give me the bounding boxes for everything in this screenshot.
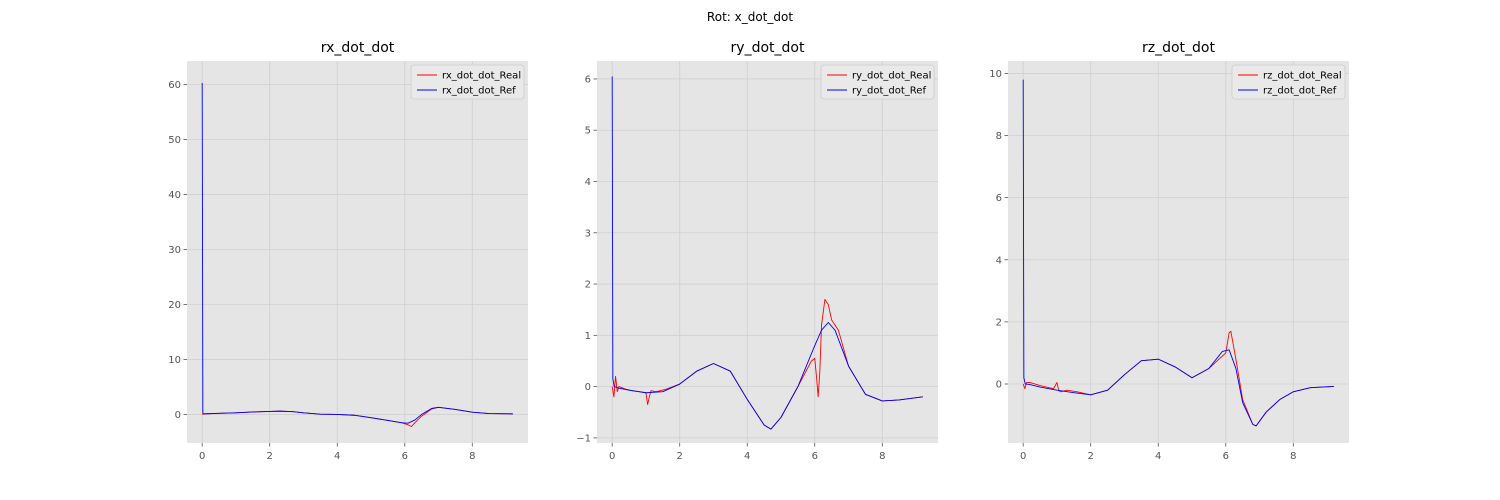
y-tick-label: 6 bbox=[996, 193, 1002, 204]
subplot-title: rx_dot_dot bbox=[321, 40, 395, 56]
y-tick-label: 3 bbox=[585, 228, 591, 239]
plot-area bbox=[1008, 61, 1349, 443]
y-tick-label: 2 bbox=[585, 280, 591, 291]
y-tick-label: 0 bbox=[585, 382, 591, 393]
series-line-ry_dot_dot_Ref bbox=[611, 76, 923, 430]
x-tick-label: 0 bbox=[199, 451, 205, 462]
plot-area bbox=[187, 61, 528, 443]
subplot-title: ry_dot_dot bbox=[731, 40, 805, 56]
y-tick-label: 20 bbox=[168, 300, 181, 311]
series-line-rx_dot_dot_Ref bbox=[201, 82, 513, 424]
x-tick-label: 4 bbox=[334, 451, 340, 462]
y-tick-label: 8 bbox=[996, 131, 1002, 142]
subplot-title: rz_dot_dot bbox=[1142, 40, 1215, 56]
y-tick-label: 6 bbox=[585, 74, 591, 85]
subplot-rx_dot_dot: rx_dot_dot 0 2 4 6 8 0 10 20 30 40 50 60 rx_dot_dot_R… bbox=[168, 40, 528, 462]
x-tick-label: 2 bbox=[677, 451, 683, 462]
x-tick-label: 0 bbox=[609, 451, 615, 462]
y-tick-label: 30 bbox=[168, 245, 181, 256]
legend: ry_dot_dot_Real ry_dot_dot_Ref bbox=[820, 64, 935, 100]
x-tick-label: 0 bbox=[1020, 451, 1026, 462]
plot-area bbox=[597, 61, 938, 443]
x-tick-label: 8 bbox=[469, 451, 475, 462]
x-tick-label: 8 bbox=[1290, 451, 1296, 462]
y-tick-label: 40 bbox=[168, 190, 181, 201]
x-tick-label: 2 bbox=[267, 451, 273, 462]
figure-suptitle: Rot: x_dot_dot bbox=[707, 10, 793, 24]
legend: rx_dot_dot_Real rx_dot_dot_Ref bbox=[410, 64, 525, 100]
y-tick-label: 50 bbox=[168, 135, 181, 146]
x-tick-label: 4 bbox=[744, 451, 750, 462]
legend-label: rx_dot_dot_Real bbox=[442, 71, 521, 82]
legend-label: rz_dot_dot_Real bbox=[1263, 71, 1342, 82]
y-tick-label: 60 bbox=[168, 80, 181, 91]
x-tick-label: 6 bbox=[1223, 451, 1229, 462]
y-tick-label: 10 bbox=[168, 355, 181, 366]
legend: rz_dot_dot_Real rz_dot_dot_Ref bbox=[1231, 64, 1346, 100]
legend-label: ry_dot_dot_Ref bbox=[852, 86, 926, 97]
y-tick-label: 0 bbox=[175, 410, 181, 421]
legend-label: rx_dot_dot_Ref bbox=[442, 86, 516, 97]
y-tick-label: 2 bbox=[996, 317, 1002, 328]
x-tick-label: 2 bbox=[1088, 451, 1094, 462]
y-tick-label: −1 bbox=[576, 433, 591, 444]
x-tick-label: 6 bbox=[812, 451, 818, 462]
x-tick-label: 4 bbox=[1155, 451, 1161, 462]
y-tick-label: 4 bbox=[585, 177, 591, 188]
series-line-rz_dot_dot_Ref bbox=[1022, 79, 1334, 427]
y-tick-label: 4 bbox=[996, 255, 1002, 266]
y-tick-label: 10 bbox=[989, 69, 1002, 80]
legend-box bbox=[1231, 64, 1346, 100]
y-tick-label: 5 bbox=[585, 126, 591, 137]
y-tick-label: 0 bbox=[996, 379, 1002, 390]
x-tick-label: 6 bbox=[402, 451, 408, 462]
x-tick-label: 8 bbox=[879, 451, 885, 462]
legend-label: rz_dot_dot_Ref bbox=[1263, 86, 1337, 97]
y-tick-label: 1 bbox=[585, 331, 591, 342]
legend-box bbox=[820, 64, 935, 100]
legend-label: ry_dot_dot_Real bbox=[852, 71, 931, 82]
legend-box bbox=[410, 64, 525, 100]
